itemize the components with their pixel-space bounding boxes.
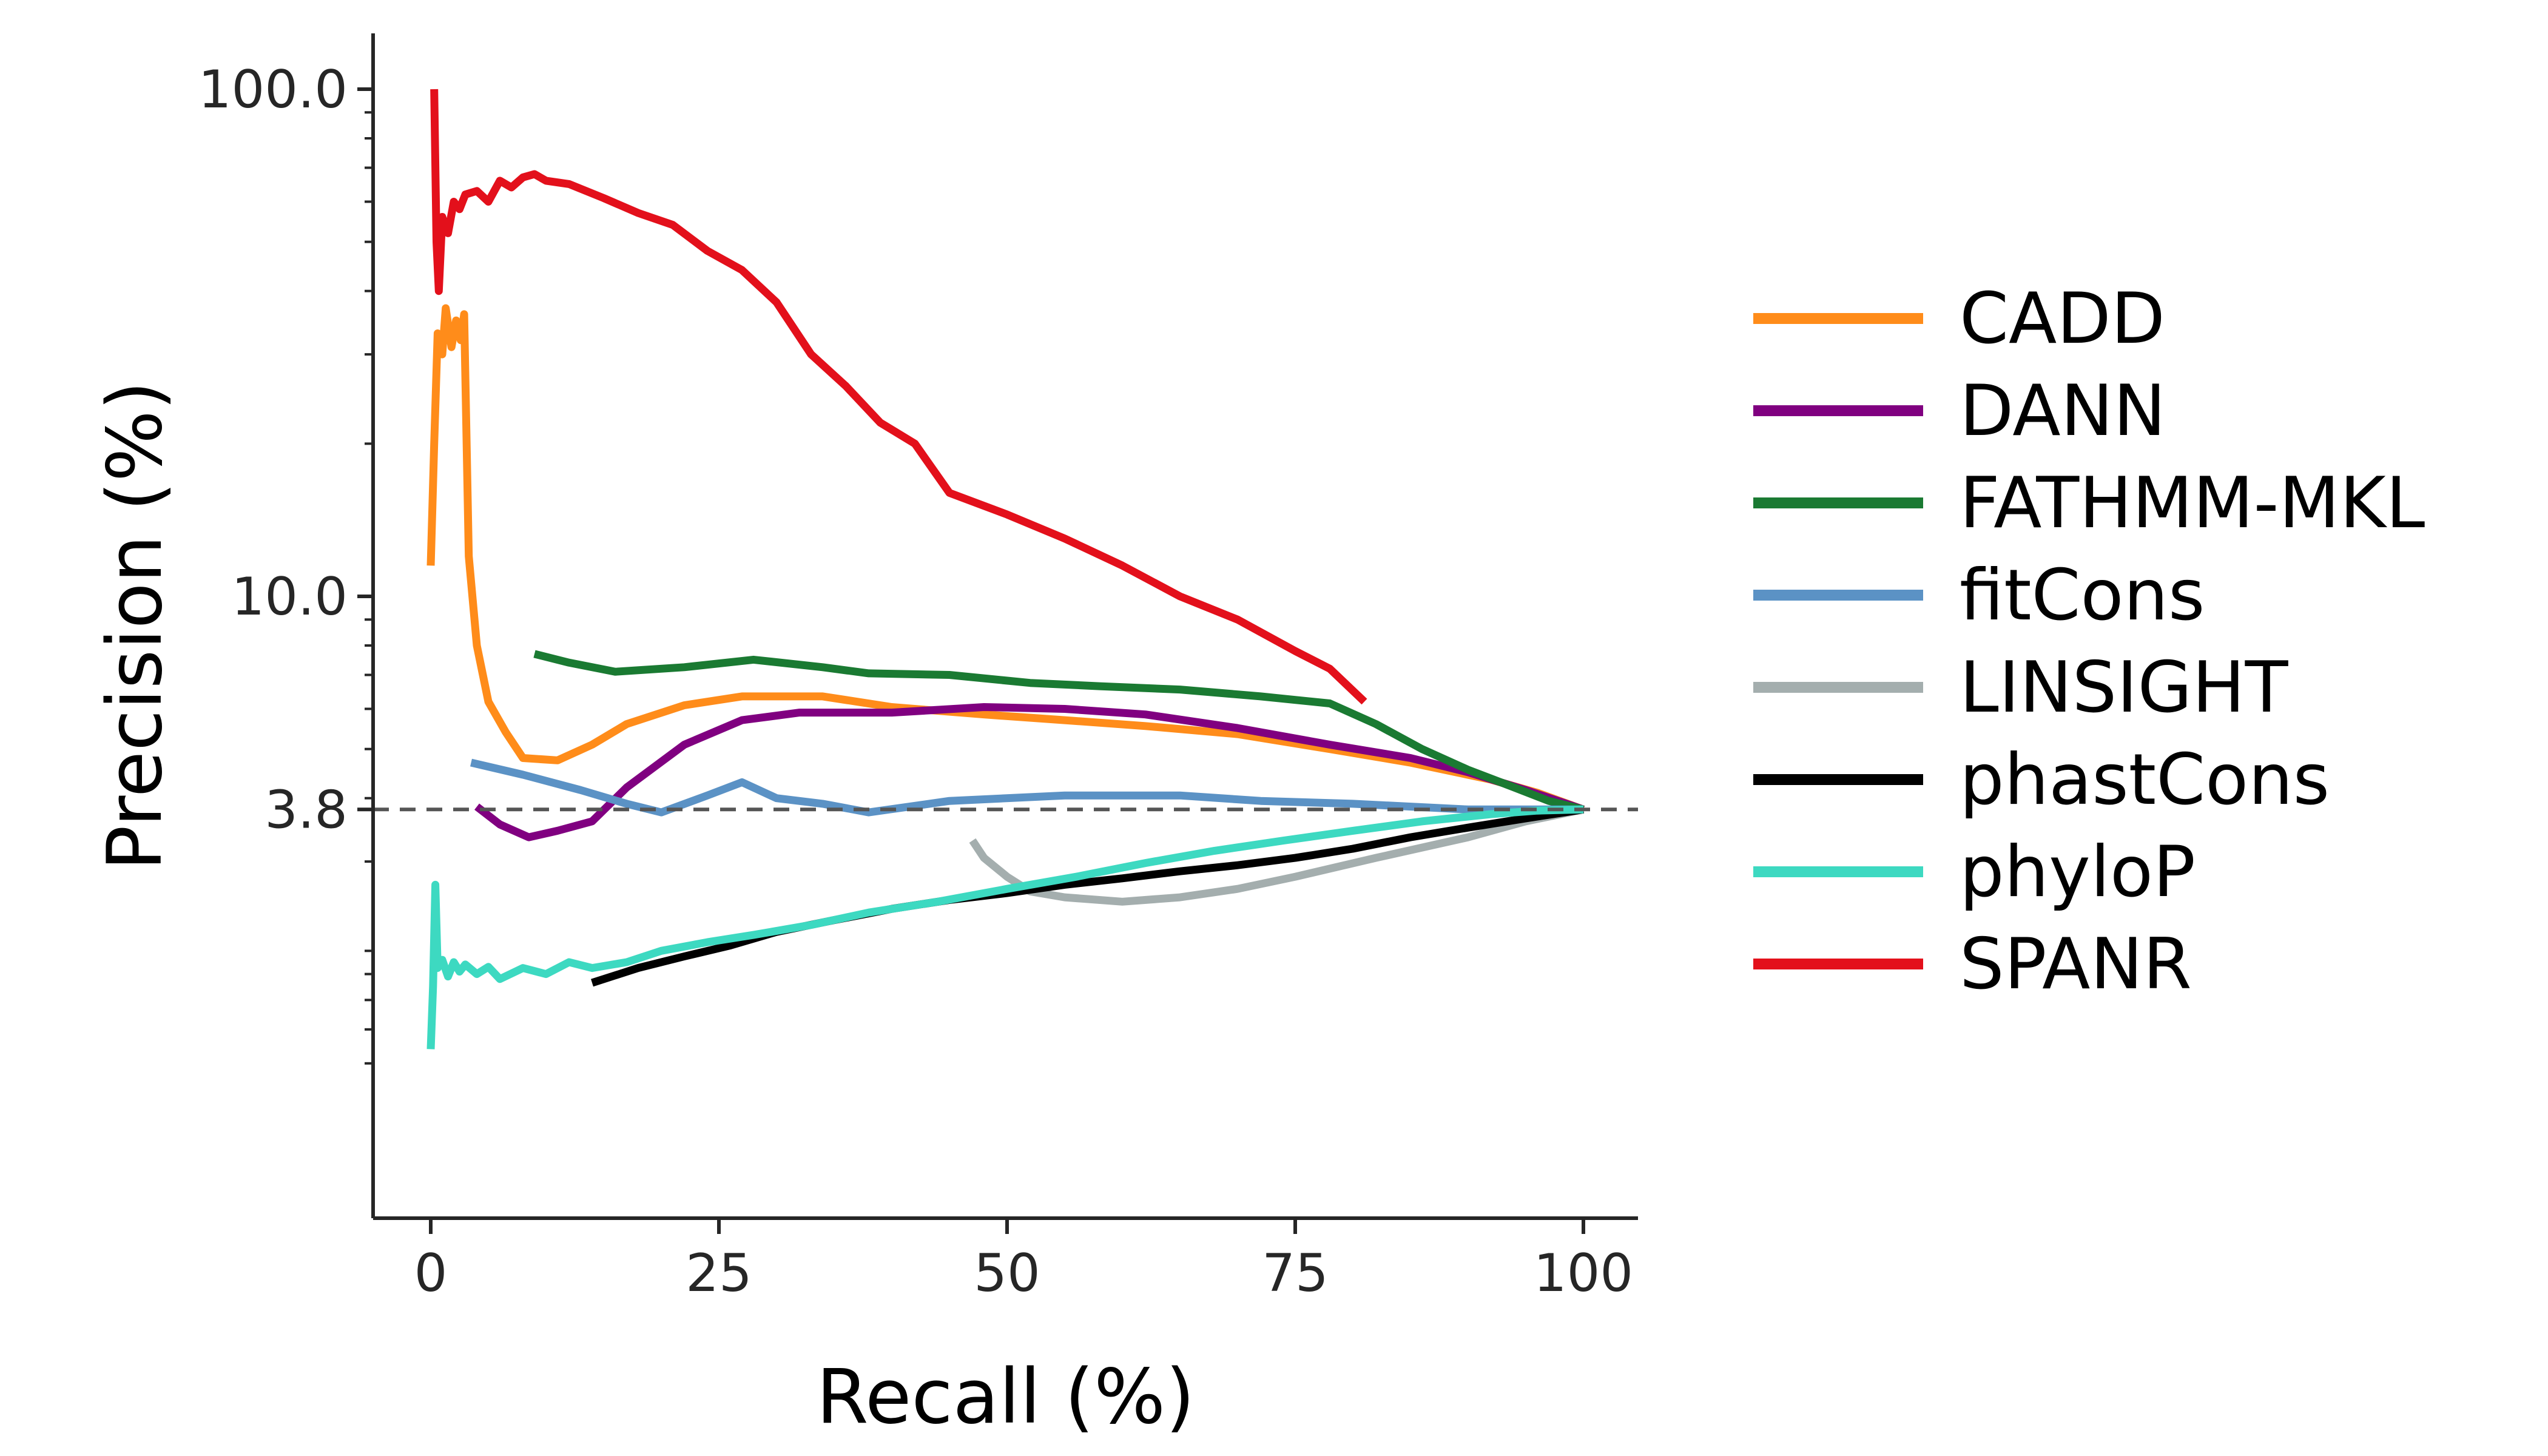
legend-label: phastCons — [1960, 739, 2330, 821]
series-line-fathmm-mkl — [533, 650, 1585, 814]
series-line-linsight — [969, 805, 1585, 906]
legend-item-linsight: LINSIGHT — [1753, 647, 2289, 729]
legend-label: DANN — [1960, 370, 2166, 452]
legend-label: FATHMM-MKL — [1960, 462, 2425, 544]
legend-item-phastcons: phastCons — [1753, 739, 2330, 821]
legend-item-fitcons: fitCons — [1753, 554, 2205, 636]
y-tick-label: 3.8 — [265, 780, 348, 840]
x-tick-label: 50 — [974, 1243, 1040, 1304]
legend-item-phylop: phyloP — [1753, 831, 2196, 913]
x-tick-label: 75 — [1262, 1243, 1328, 1304]
x-axis-ticks: 0 25 50 75 100 — [414, 1218, 1633, 1304]
axes: 0 25 50 75 100 100.0 10.0 3.8 — [198, 33, 1638, 1304]
x-axis-label: Recall (%) — [817, 1353, 1195, 1441]
y-tick-label: 100.0 — [198, 59, 348, 120]
y-axis-ticks: 100.0 10.0 3.8 — [198, 59, 373, 1065]
x-tick-label: 0 — [414, 1243, 448, 1304]
legend-item-dann: DANN — [1753, 370, 2166, 452]
x-tick-label: 25 — [686, 1243, 752, 1304]
plot-area — [426, 89, 1585, 1050]
series-line-cadd — [426, 304, 1585, 814]
legend-label: SPANR — [1960, 923, 2192, 1005]
series-line-phylop — [426, 805, 1584, 1050]
y-axis-label: Precision (%) — [92, 381, 179, 871]
x-tick-label: 100 — [1534, 1243, 1633, 1304]
legend-label: fitCons — [1960, 554, 2205, 636]
legend-item-cadd: CADD — [1753, 278, 2165, 360]
legend-label: LINSIGHT — [1960, 647, 2289, 729]
series-line-fitcons — [470, 758, 1583, 817]
series-line-spanr — [430, 89, 1367, 705]
legend-label: phyloP — [1960, 831, 2196, 913]
legend: CADD DANN FATHMM-MKL fitCons LINSIGHT phastCo… — [1753, 278, 2425, 1005]
series-line-dann — [474, 703, 1585, 841]
legend-label: CADD — [1960, 278, 2165, 360]
series-line-phastcons — [591, 805, 1584, 987]
legend-item-fathmm-mkl: FATHMM-MKL — [1753, 462, 2425, 544]
y-tick-label: 10.0 — [232, 567, 348, 627]
legend-item-spanr: SPANR — [1753, 923, 2192, 1005]
